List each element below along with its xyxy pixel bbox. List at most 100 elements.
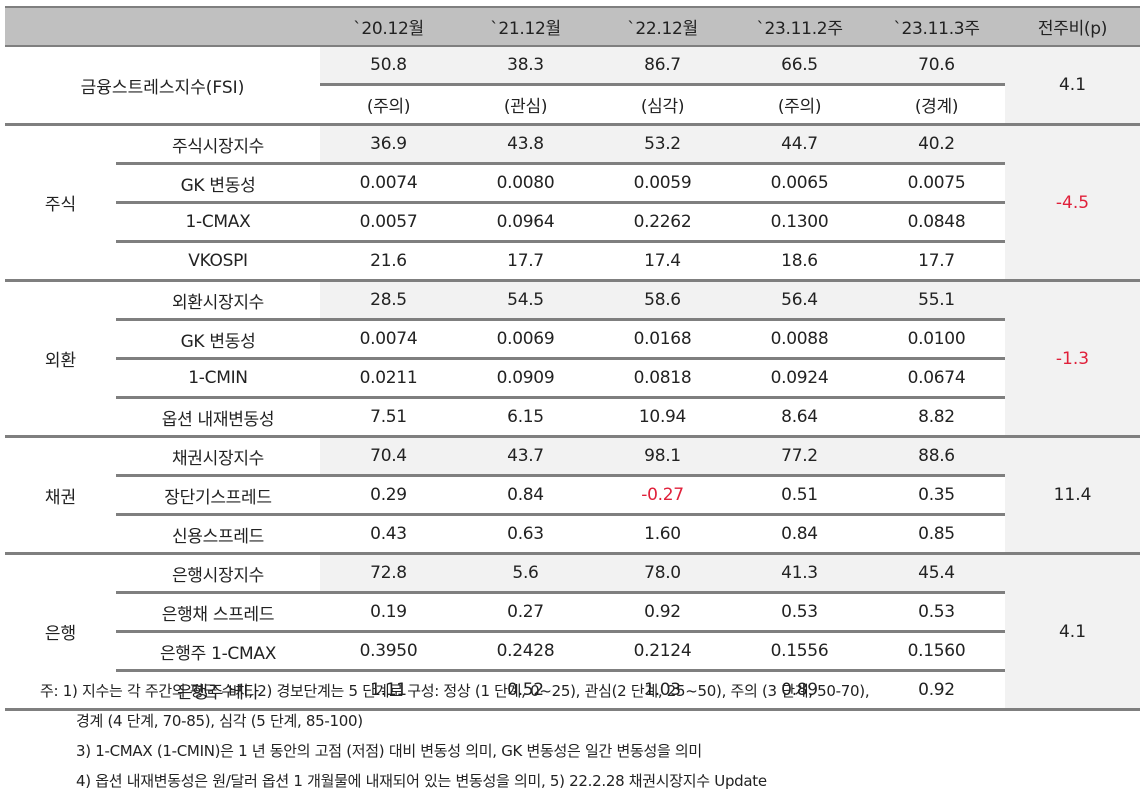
cell-value: 0.92 xyxy=(644,602,681,622)
cell-value: 0.0088 xyxy=(770,329,829,349)
section-label: 채권 xyxy=(44,487,77,508)
cell-value: 0.92 xyxy=(918,680,955,700)
cell-value: 1.11 xyxy=(370,680,407,700)
cell-value-negative: -0.27 xyxy=(641,485,684,505)
row-label: VKOSPI xyxy=(188,251,248,271)
cell-value: 0.0211 xyxy=(359,368,418,388)
cell-value: 18.6 xyxy=(781,251,818,271)
cell-value: 1.60 xyxy=(644,524,681,544)
cell-value: 0.0080 xyxy=(496,173,555,193)
table-header: `20.12월 `21.12월 `22.12월 `23.11.2주 `23.11… xyxy=(5,6,1140,47)
cell-value: 0.2428 xyxy=(496,641,555,661)
table-row: 은행주 1-CMAX 0.3950 0.2428 0.2124 0.1556 0… xyxy=(116,630,1005,669)
cell-value: 0.0069 xyxy=(496,329,555,349)
section-fsi: 금융스트레스지수(FSI) 50.8 38.3 86.7 66.5 70.6 (… xyxy=(5,47,1140,126)
cell-value: 40.2 xyxy=(918,134,955,154)
cell-value: 43.8 xyxy=(507,134,544,154)
table-row: 주식시장지수 36.9 43.8 53.2 44.7 40.2 xyxy=(116,126,1005,162)
row-label: GK 변동성 xyxy=(180,175,256,196)
cell-value: 41.3 xyxy=(781,563,818,583)
row-label: 신용스프레드 xyxy=(171,526,265,547)
cell-value: 0.0074 xyxy=(359,329,418,349)
header-col-2112: `21.12월 xyxy=(490,19,561,39)
table-row: 신용스프레드 0.43 0.63 1.60 0.84 0.85 xyxy=(116,513,1005,552)
table-row: GK 변동성 0.0074 0.0080 0.0059 0.0065 0.007… xyxy=(116,162,1005,201)
row-label: 1-CMIN xyxy=(188,368,248,388)
cell-value: 0.0059 xyxy=(633,173,692,193)
row-label: GK 변동성 xyxy=(180,331,256,352)
section-bank: 은행 은행시장지수 72.8 5.6 78.0 41.3 45.4 은행채 스프… xyxy=(5,555,1140,711)
cell-value: 0.0065 xyxy=(770,173,829,193)
section-change: -4.5 xyxy=(1005,126,1140,279)
footnote-line: 4) 옵션 내재변동성은 원/달러 옵션 1 개월물에 내재되어 있는 변동성을… xyxy=(76,772,767,790)
cell-value: 43.7 xyxy=(507,446,544,466)
cell-value: 0.63 xyxy=(507,524,544,544)
cell-value: 72.8 xyxy=(370,563,407,583)
fsi-value: 86.7 xyxy=(644,55,681,75)
row-label: 주식시장지수 xyxy=(171,136,265,157)
table-row: 1-CMIN 0.0211 0.0909 0.0818 0.0924 0.067… xyxy=(116,357,1005,396)
footnote-line: 주: 1) 지수는 각 주간의 평균 수치, 2) 경보단계는 5 단계로 구성… xyxy=(40,682,870,700)
cell-value: 0.1560 xyxy=(907,641,966,661)
cell-value: 0.1300 xyxy=(770,212,829,232)
fsi-value: 50.8 xyxy=(370,55,407,75)
cell-value: 17.7 xyxy=(918,251,955,271)
cell-value: 0.53 xyxy=(918,602,955,622)
cell-value: 0.0075 xyxy=(907,173,966,193)
table-row: 은행채 스프레드 0.19 0.27 0.92 0.53 0.53 xyxy=(116,591,1005,630)
header-empty-section xyxy=(5,8,116,45)
cell-value: 0.2262 xyxy=(633,212,692,232)
row-label: 은행주 1-CMAX xyxy=(159,643,277,664)
table-row: 은행주 베타 1.11 0.52 1.03 0.89 0.92 xyxy=(116,669,1005,708)
row-label: 채권시장지수 xyxy=(171,448,265,469)
footnote-line: 3) 1-CMAX (1-CMIN)은 1 년 동안의 고점 (저점) 대비 변… xyxy=(76,742,702,760)
section-change: 11.4 xyxy=(1005,438,1140,552)
section-bond: 채권 채권시장지수 70.4 43.7 98.1 77.2 88.6 장단기스프… xyxy=(5,438,1140,555)
table-row: GK 변동성 0.0074 0.0069 0.0168 0.0088 0.010… xyxy=(116,318,1005,357)
cell-value: 0.84 xyxy=(781,524,818,544)
fsi-level: (주의) xyxy=(777,97,822,117)
cell-value: 0.52 xyxy=(507,680,544,700)
section-change: 4.1 xyxy=(1005,555,1140,708)
cell-value: 0.0909 xyxy=(496,368,555,388)
cell-value: 0.0057 xyxy=(359,212,418,232)
section-stock: 주식 주식시장지수 36.9 43.8 53.2 44.7 40.2 GK 변동… xyxy=(5,126,1140,282)
cell-value: 88.6 xyxy=(918,446,955,466)
cell-value: 0.0818 xyxy=(633,368,692,388)
fsi-level: (심각) xyxy=(640,97,685,117)
row-label: 은행채 스프레드 xyxy=(161,604,275,625)
section-change: -1.3 xyxy=(1005,282,1140,435)
cell-value: 21.6 xyxy=(370,251,407,271)
table-row: VKOSPI 21.6 17.7 17.4 18.6 17.7 xyxy=(116,240,1005,279)
cell-value: 0.0074 xyxy=(359,173,418,193)
cell-value: 17.4 xyxy=(644,251,681,271)
fsi-value: 66.5 xyxy=(781,55,818,75)
cell-value: 5.6 xyxy=(512,563,539,583)
fsi-table: `20.12월 `21.12월 `22.12월 `23.11.2주 `23.11… xyxy=(5,6,1140,711)
cell-value: 6.15 xyxy=(507,407,544,427)
cell-value: 55.1 xyxy=(918,290,955,310)
fsi-level: (경계) xyxy=(914,97,959,117)
table-row: 옵션 내재변동성 7.51 6.15 10.94 8.64 8.82 xyxy=(116,396,1005,435)
cell-value: 7.51 xyxy=(370,407,407,427)
cell-value: 0.0964 xyxy=(496,212,555,232)
header-col-2311w2: `23.11.2주 xyxy=(756,19,843,39)
cell-value: 0.53 xyxy=(781,602,818,622)
cell-value: 0.0100 xyxy=(907,329,966,349)
fsi-values-row: 50.8 38.3 86.7 66.5 70.6 xyxy=(320,47,1005,83)
cell-value: 0.29 xyxy=(370,485,407,505)
section-label: 은행 xyxy=(44,624,77,644)
row-label: 1-CMAX xyxy=(185,212,251,232)
row-label: 옵션 내재변동성 xyxy=(161,409,275,430)
cell-value: 8.64 xyxy=(781,407,818,427)
cell-value: 78.0 xyxy=(644,563,681,583)
header-empty-label xyxy=(116,8,320,45)
section-fx: 외환 외환시장지수 28.5 54.5 58.6 56.4 55.1 GK 변동… xyxy=(5,282,1140,438)
cell-value: 0.43 xyxy=(370,524,407,544)
cell-value: 0.27 xyxy=(507,602,544,622)
header-col-2212: `22.12월 xyxy=(627,19,698,39)
cell-value: 0.85 xyxy=(918,524,955,544)
section-label: 외환 xyxy=(44,351,77,371)
fsi-level: (관심) xyxy=(503,97,548,117)
cell-value: 70.4 xyxy=(370,446,407,466)
